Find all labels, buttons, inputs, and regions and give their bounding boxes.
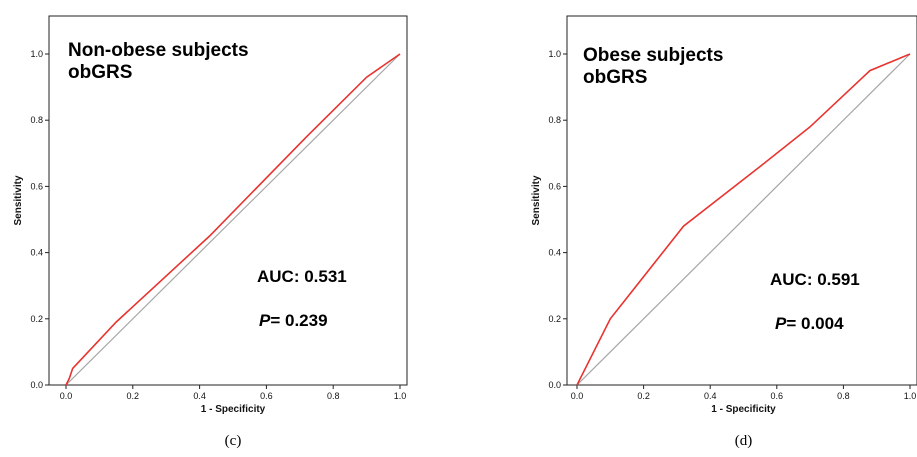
panel-c: 0.0 0.0 0.2 0.2 0.4 0.4 0.6 0.6 0.8 0.8 1.0 1.0 1 - … [13,15,408,449]
y-tick-label: 0.6 [30,181,43,191]
x-axis-label: 1 - Specificity [711,404,776,415]
auc-annotation: AUC: 0.531 [257,267,347,286]
y-tick-label: 0.4 [548,248,561,258]
x-tick-label: 0.4 [193,391,206,401]
x-tick-label: 0.4 [704,391,717,401]
x-tick-label: 1.0 [394,391,407,401]
x-tick-label: 0.6 [771,391,784,401]
y-axis-label: Sensitivity [13,175,24,225]
p-label: P [259,311,271,330]
plot-frame [48,15,408,386]
y-tick-label: 0.0 [30,380,43,390]
x-tick-label: 1.0 [904,391,917,401]
x-tick-label: 0.0 [60,391,73,401]
roc-curve [576,53,911,386]
y-axis-label: Sensitivity [531,175,542,225]
p-value: = 0.239 [270,311,327,330]
roc-curve [65,53,401,386]
y-tick-label: 0.8 [30,115,43,125]
chart-title-line: Non-obese subjects [68,40,249,61]
x-tick-label: 0.2 [127,391,140,401]
panel-d: 0.0 0.0 0.2 0.2 0.4 0.4 0.6 0.6 0.8 0.8 1.0 1.0 1 - … [531,15,917,449]
p-value: = 0.004 [786,314,844,333]
x-axis-label: 1 - Specificity [201,404,266,415]
panel-label: (c) [225,433,242,449]
panel-label: (d) [735,433,753,449]
auc-annotation: AUC: 0.591 [770,270,860,289]
chart-title-line: obGRS [583,67,647,88]
x-tick-label: 0.6 [260,391,273,401]
x-tick-label: 0.8 [837,391,850,401]
chart-title-line: obGRS [68,62,132,83]
y-tick-label: 0.2 [548,314,561,324]
y-tick-label: 1.0 [30,49,43,59]
plot-frame [566,15,917,386]
reference-diagonal [65,53,401,386]
reference-diagonal [576,53,911,386]
p-label: P [775,314,787,333]
x-tick-label: 0.0 [571,391,584,401]
y-tick-label: 0.2 [30,314,43,324]
y-tick-label: 0.6 [548,181,561,191]
y-tick-label: 0.0 [548,380,561,390]
y-tick-label: 0.8 [548,115,561,125]
x-tick-label: 0.2 [637,391,650,401]
y-tick-label: 0.4 [30,248,43,258]
p-value-annotation: P= 0.004 [775,314,844,333]
y-tick-label: 1.0 [548,49,561,59]
chart-title-line: Obese subjects [583,45,723,66]
p-value-annotation: P= 0.239 [259,311,328,330]
x-tick-label: 0.8 [327,391,340,401]
